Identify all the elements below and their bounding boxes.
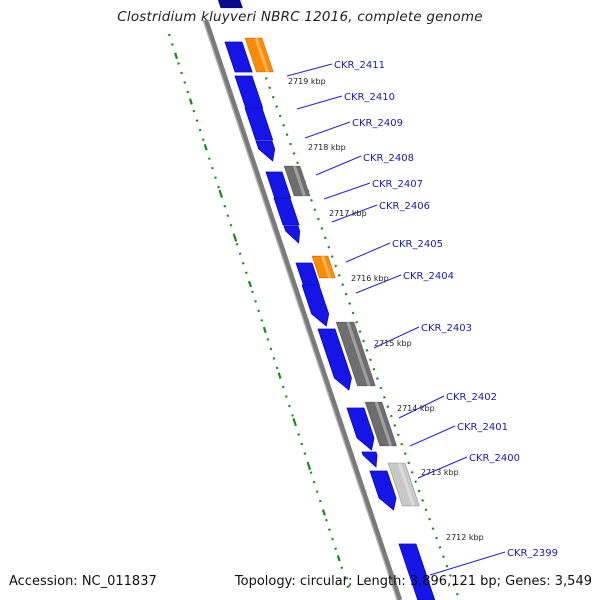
feature-gray-3-highlight: [374, 401, 393, 447]
kbp-label-2717: 2717 kbp: [329, 209, 367, 218]
feature-blue-1[interactable]: [224, 41, 253, 73]
gene-label-ckr-2411[interactable]: CKR_2411: [334, 60, 385, 71]
gene-label-ckr-2406[interactable]: CKR_2406: [379, 201, 430, 212]
feature-blue-13[interactable]: [369, 470, 397, 511]
feature-orange-2-highlight: [320, 255, 332, 279]
label-connector-11: [417, 456, 468, 479]
label-connector-4: [323, 182, 371, 200]
label-connector-9: [398, 395, 445, 419]
gene-label-ckr-2400[interactable]: CKR_2400: [469, 453, 520, 464]
kbp-label-2712: 2712 kbp: [446, 533, 484, 542]
gene-labels: CKR_2411 CKR_2410 CKR_2409 CKR_2408 CKR_…: [334, 60, 558, 559]
kbp-label-2718: 2718 kbp: [308, 143, 346, 152]
feature-gray-2-highlight: [346, 321, 371, 387]
feature-lightgray-1[interactable]: [387, 462, 420, 507]
label-connector-6: [345, 242, 391, 263]
topology-summary: Topology: circular; Length: 3,896,121 bp…: [234, 574, 592, 589]
feature-gray-1[interactable]: [283, 165, 311, 197]
feature-blue-3[interactable]: [244, 107, 274, 141]
feature-top-cut[interactable]: [217, 0, 244, 9]
gene-label-ckr-2407[interactable]: CKR_2407: [372, 179, 423, 190]
label-connector-10: [409, 425, 456, 447]
kbp-label-2715: 2715 kbp: [374, 339, 412, 348]
gene-label-ckr-2399[interactable]: CKR_2399: [507, 548, 558, 559]
feature-blue-5[interactable]: [265, 171, 292, 199]
gene-label-ckr-2403[interactable]: CKR_2403: [421, 323, 472, 334]
gene-label-connectors: [286, 63, 506, 576]
kbp-label-2716: 2716 kbp: [351, 274, 389, 283]
feature-blue-4[interactable]: [255, 140, 276, 162]
feature-orange-2[interactable]: [311, 255, 336, 279]
backbone-highlight: [202, 19, 398, 600]
gene-label-ckr-2409[interactable]: CKR_2409: [352, 118, 403, 129]
feature-blue-2[interactable]: [234, 75, 264, 109]
gene-label-ckr-2401[interactable]: CKR_2401: [457, 422, 508, 433]
label-connector-7: [355, 274, 402, 294]
gene-label-ckr-2404[interactable]: CKR_2404: [403, 271, 454, 282]
gene-label-ckr-2408[interactable]: CKR_2408: [363, 153, 414, 164]
feature-lightgray-1-highlight: [397, 462, 415, 507]
feature-gray-2[interactable]: [335, 321, 376, 387]
feature-blue-9[interactable]: [301, 284, 330, 327]
chromosome-backbone: [202, 19, 403, 600]
gene-label-ckr-2402[interactable]: CKR_2402: [446, 392, 497, 403]
feature-blue-10[interactable]: [317, 328, 352, 391]
feature-blue-11[interactable]: [346, 407, 375, 451]
feature-gray-3[interactable]: [364, 401, 398, 447]
label-connector-12: [429, 551, 506, 576]
feature-orange-1[interactable]: [244, 37, 274, 73]
kbp-label-2719: 2719 kbp: [288, 77, 326, 86]
label-connector-5: [331, 204, 378, 223]
label-connector-3: [315, 155, 362, 176]
kbp-position-labels: 2719 kbp 2718 kbp 2717 kbp 2716 kbp 2715…: [288, 77, 484, 542]
label-connector-2: [304, 121, 351, 139]
feature-gray-1-highlight: [292, 165, 306, 197]
feature-blue-6[interactable]: [273, 197, 300, 226]
kbp-label-2714: 2714 kbp: [397, 404, 435, 413]
label-connector-0: [286, 63, 333, 77]
backbone-line: [203, 19, 403, 600]
feature-blue-14[interactable]: [398, 543, 436, 600]
accession-text: Accession: NC_011837: [9, 574, 157, 589]
kbp-label-2713: 2713 kbp: [421, 468, 459, 477]
feature-blue-7[interactable]: [283, 225, 301, 244]
gene-features: [217, 0, 436, 600]
label-connector-8: [373, 326, 420, 349]
feature-blue-12[interactable]: [361, 451, 378, 468]
gene-label-ckr-2410[interactable]: CKR_2410: [344, 92, 395, 103]
gene-label-ckr-2405[interactable]: CKR_2405: [392, 239, 443, 250]
label-connector-1: [296, 95, 343, 110]
feature-orange-1-highlight: [254, 37, 269, 73]
